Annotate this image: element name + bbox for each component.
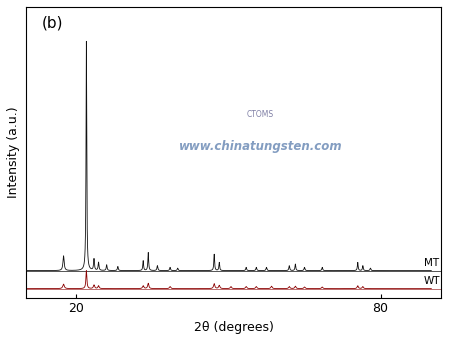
- Text: WT: WT: [424, 276, 440, 286]
- Y-axis label: Intensity (a.u.): Intensity (a.u.): [7, 106, 20, 198]
- Text: (b): (b): [42, 16, 63, 31]
- Text: www.chinatungsten.com: www.chinatungsten.com: [179, 140, 342, 153]
- Text: MT: MT: [424, 258, 439, 268]
- Text: CTOMS: CTOMS: [247, 110, 274, 119]
- X-axis label: 2θ (degrees): 2θ (degrees): [194, 321, 274, 334]
